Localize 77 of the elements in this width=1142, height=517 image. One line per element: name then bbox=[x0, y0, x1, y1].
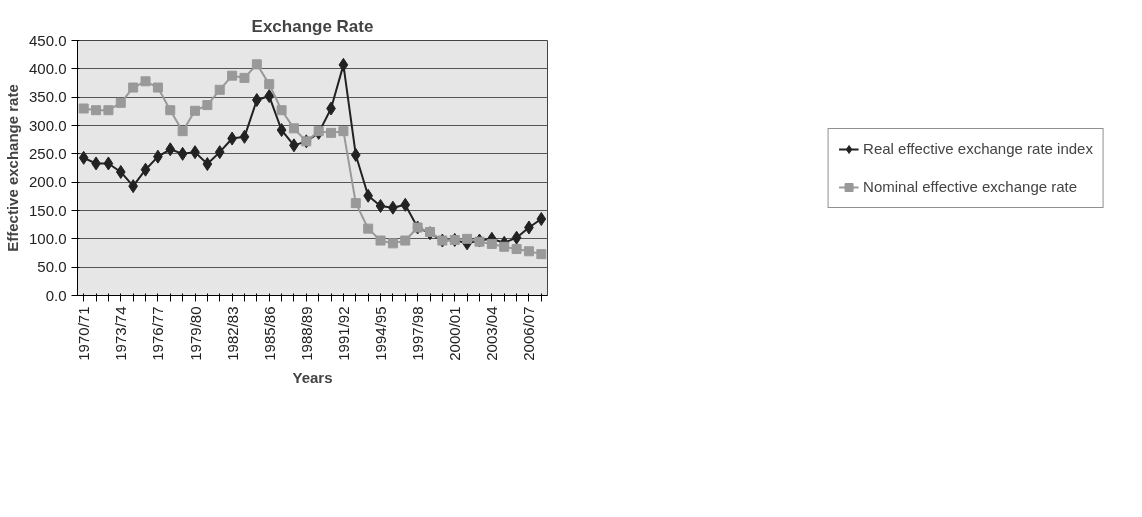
y-tick-label: 50.0 bbox=[37, 258, 67, 276]
y-tick-label: 250.0 bbox=[28, 144, 67, 162]
point bbox=[103, 156, 114, 171]
point bbox=[288, 123, 299, 134]
point bbox=[78, 103, 89, 114]
x-tick-label: 1985/86 bbox=[260, 306, 278, 361]
x-tick-label: 1976/77 bbox=[149, 306, 167, 361]
point bbox=[375, 235, 386, 246]
point bbox=[165, 105, 176, 116]
point bbox=[239, 72, 250, 83]
legend-label: Real effective exchange rate index bbox=[863, 140, 1093, 157]
point bbox=[536, 212, 547, 226]
x-tick-label: 1994/95 bbox=[372, 306, 390, 361]
point bbox=[103, 105, 114, 116]
point bbox=[276, 105, 287, 116]
point bbox=[400, 235, 411, 246]
point bbox=[177, 146, 188, 161]
x-tick-label: 1970/71 bbox=[75, 306, 93, 361]
point bbox=[523, 246, 534, 257]
y-tick-label: 200.0 bbox=[28, 173, 67, 191]
x-tick-label: 1982/83 bbox=[223, 306, 241, 361]
point bbox=[115, 97, 126, 108]
y-tick-label: 300.0 bbox=[28, 116, 67, 134]
point bbox=[214, 84, 225, 95]
point bbox=[78, 150, 89, 165]
point bbox=[363, 223, 374, 234]
y-tick-label: 100.0 bbox=[28, 229, 67, 247]
point bbox=[350, 147, 361, 162]
y-tick-label: 400.0 bbox=[28, 59, 67, 77]
chart-title: Exchange Rate bbox=[251, 16, 374, 36]
point bbox=[462, 233, 473, 244]
point bbox=[338, 126, 349, 137]
point bbox=[326, 127, 337, 138]
point bbox=[239, 129, 250, 144]
point bbox=[214, 145, 225, 160]
point bbox=[252, 93, 262, 107]
legend-label: Nominal effective exchange rate bbox=[863, 178, 1078, 195]
x-tick-label: 2003/04 bbox=[483, 306, 501, 361]
point bbox=[264, 79, 275, 90]
y-tick-label: 450.0 bbox=[28, 31, 67, 49]
point bbox=[177, 126, 188, 137]
point bbox=[387, 238, 398, 249]
point bbox=[499, 241, 510, 252]
y-tick-label: 350.0 bbox=[28, 88, 67, 106]
x-tick-label: 1991/92 bbox=[334, 306, 352, 361]
point bbox=[91, 105, 102, 116]
x-tick-label: 2000/01 bbox=[446, 306, 464, 361]
point bbox=[350, 198, 361, 209]
point bbox=[276, 123, 287, 138]
y-axis-title: Effective exchange rate bbox=[3, 84, 21, 252]
point bbox=[511, 230, 522, 245]
point bbox=[152, 82, 163, 93]
point bbox=[202, 157, 213, 172]
x-tick-label: 2006/07 bbox=[520, 306, 538, 361]
x-tick-label: 1979/80 bbox=[186, 306, 204, 361]
y-tick-label: 150.0 bbox=[28, 201, 67, 219]
point bbox=[115, 164, 126, 179]
y-tick-label: 0.0 bbox=[45, 286, 67, 304]
point bbox=[251, 59, 262, 70]
point bbox=[264, 89, 275, 104]
point bbox=[202, 100, 213, 111]
point bbox=[227, 70, 238, 81]
point bbox=[511, 244, 522, 255]
point bbox=[128, 82, 139, 93]
x-tick-label: 1973/74 bbox=[112, 306, 130, 361]
point bbox=[486, 238, 497, 249]
point bbox=[338, 57, 349, 72]
point bbox=[165, 142, 176, 157]
x-tick-label: 1997/98 bbox=[409, 306, 427, 361]
x-tick-label: 1988/89 bbox=[297, 306, 315, 361]
x-axis-title: Years bbox=[292, 368, 333, 386]
point bbox=[400, 197, 411, 212]
point bbox=[190, 105, 200, 116]
point bbox=[140, 76, 151, 87]
point bbox=[375, 198, 386, 213]
point bbox=[536, 249, 547, 260]
point bbox=[140, 162, 151, 177]
